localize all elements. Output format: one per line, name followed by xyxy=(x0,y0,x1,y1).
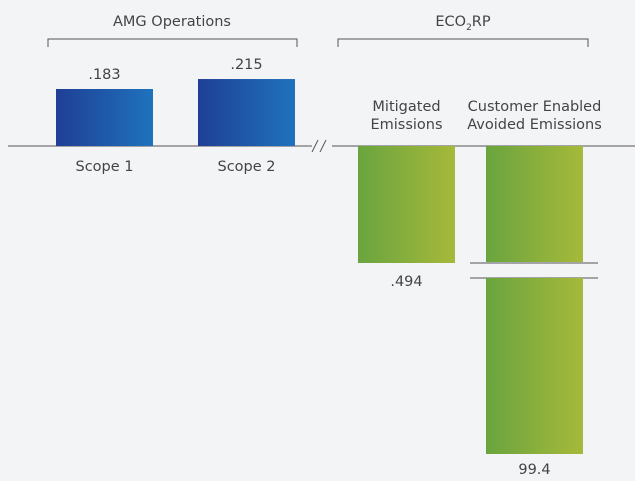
category-label: Scope 1 xyxy=(75,159,133,175)
group-brackets xyxy=(47,38,589,47)
bar xyxy=(486,278,583,454)
bar xyxy=(486,146,583,262)
category-label: Scope 2 xyxy=(217,159,275,175)
category-label: Avoided Emissions xyxy=(467,117,602,133)
bar xyxy=(56,89,153,146)
value-label: .215 xyxy=(230,57,262,73)
group-label: AMG Operations xyxy=(113,14,231,30)
value-label: .183 xyxy=(88,67,120,83)
axis-break-slash xyxy=(319,139,327,153)
label-layer: AMG Operations .183 Scope 1 .215 Scope 2 ECO2… xyxy=(75,14,602,478)
value-label: 99.4 xyxy=(518,462,550,477)
category-label: Emissions xyxy=(370,117,442,133)
group-bracket xyxy=(47,38,298,47)
value-label: .494 xyxy=(390,274,422,290)
axis-break-slash xyxy=(311,139,319,153)
category-label: Customer Enabled xyxy=(468,99,602,115)
bar xyxy=(198,79,295,146)
group-bracket xyxy=(337,38,589,47)
bar-layer xyxy=(56,79,583,454)
category-label: Mitigated xyxy=(372,99,440,115)
bar xyxy=(358,146,455,263)
group-label: ECO2RP xyxy=(435,14,491,33)
